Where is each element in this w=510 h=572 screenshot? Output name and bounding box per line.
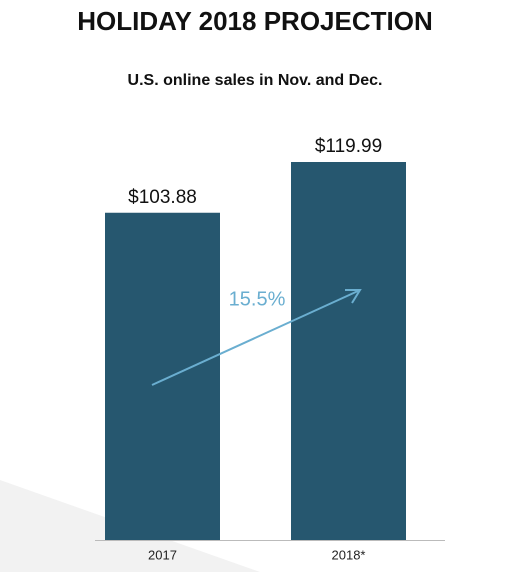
chart-subtitle: U.S. online sales in Nov. and Dec. — [128, 72, 383, 89]
annotation: 15.5% — [229, 288, 286, 310]
chart-title: HOLIDAY 2018 PROJECTION — [77, 6, 432, 36]
bar — [105, 212, 220, 540]
bar — [291, 162, 406, 540]
x-tick-label: 2017 — [148, 547, 177, 562]
value-label: $119.99 — [315, 136, 382, 157]
arrow-head — [345, 289, 362, 304]
x-tick-label: 2018* — [332, 547, 366, 562]
value-label: $103.88 — [128, 187, 197, 208]
trend-arrow — [151, 290, 359, 386]
